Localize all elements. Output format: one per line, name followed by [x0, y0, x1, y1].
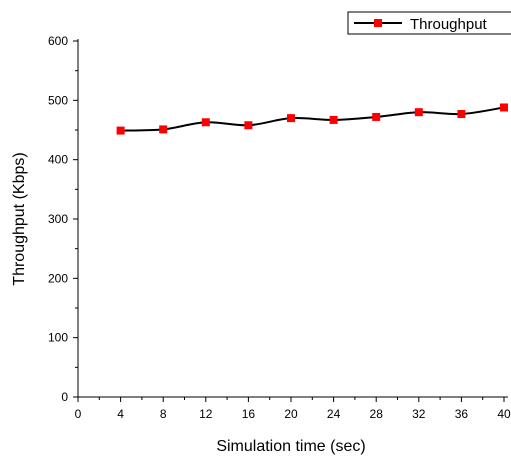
data-point: [414, 108, 423, 117]
x-axis-ticks: 0 4 8 12 16 20 24 28 32 36 40: [75, 397, 511, 421]
y-axis-title: Throughput (Kbps): [11, 152, 28, 285]
x-tick-label: 24: [327, 407, 341, 421]
x-tick-label: 32: [412, 407, 426, 421]
legend-box: [347, 11, 511, 35]
data-point: [116, 126, 125, 135]
x-tick-label: 40: [497, 407, 511, 421]
legend-label: Throughput: [410, 16, 488, 33]
y-tick-label: 100: [48, 331, 68, 345]
x-tick-label: 20: [284, 407, 298, 421]
y-tick-label: 200: [48, 271, 68, 285]
data-point: [244, 121, 253, 130]
x-tick-label: 0: [75, 407, 82, 421]
y-tick-label: 500: [48, 93, 68, 107]
data-point: [201, 118, 210, 127]
y-tick-label: 400: [48, 153, 68, 167]
x-tick-label: 8: [160, 407, 167, 421]
data-point: [329, 115, 338, 124]
data-point: [287, 114, 295, 123]
y-tick-label: 600: [48, 34, 68, 48]
y-tick-label: 300: [48, 212, 68, 226]
x-tick-label: 36: [455, 407, 469, 421]
axes: [77, 39, 508, 398]
x-tick-label: 16: [242, 407, 256, 421]
x-tick-label: 12: [199, 407, 213, 421]
data-point: [372, 112, 381, 121]
data-point: [159, 125, 168, 134]
x-tick-label: 4: [117, 407, 124, 421]
legend-marker-sample: [374, 19, 382, 27]
series-throughput: [116, 103, 508, 135]
data-point: [457, 109, 466, 118]
x-axis-title: Simulation time (sec): [216, 438, 365, 455]
y-axis-ticks: 0 100 200 300 400 500 600: [48, 34, 78, 404]
series-line: [120, 106, 505, 132]
y-tick-label: 0: [61, 390, 68, 404]
x-tick-label: 28: [370, 407, 384, 421]
legend: Throughput: [347, 11, 511, 35]
data-point: [500, 103, 508, 112]
